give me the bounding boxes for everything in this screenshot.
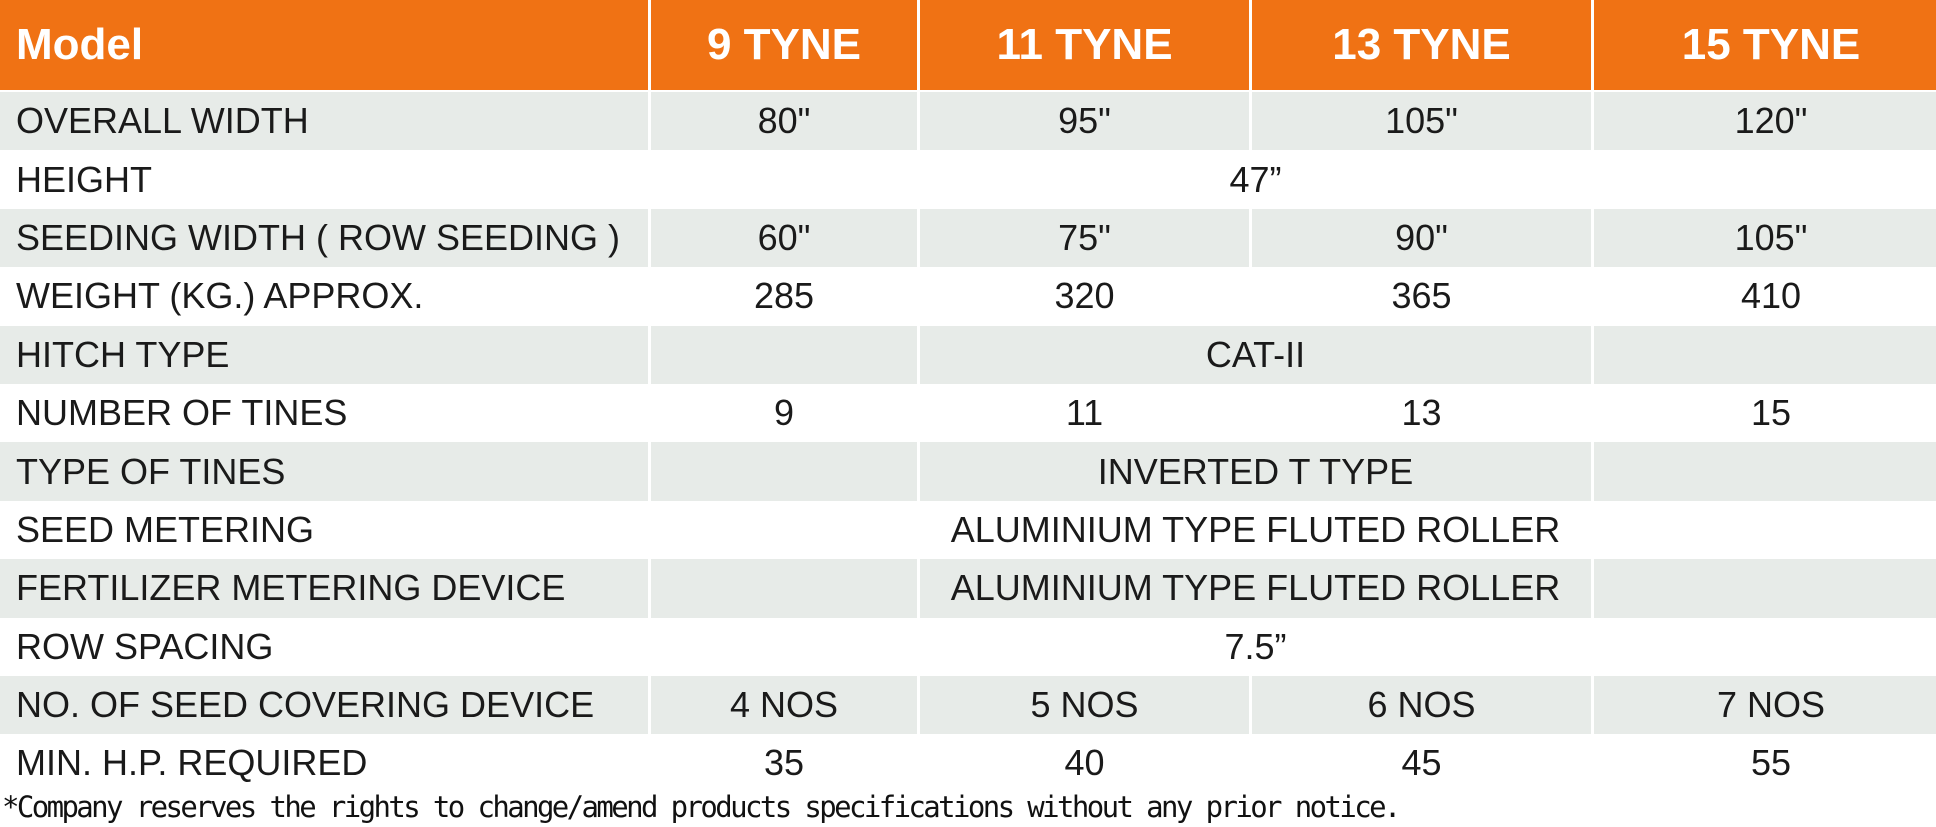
cell: 6 NOS (1252, 675, 1591, 735)
header-cell: Model (0, 0, 648, 92)
cell: 105" (1594, 208, 1936, 268)
table-row: HITCH TYPE CAT-II (0, 325, 1936, 384)
row-label: NO. OF SEED COVERING DEVICE (0, 675, 648, 735)
header-cell: 15 TYNE (1594, 0, 1936, 92)
empty-cell (1594, 442, 1936, 501)
table-row: NO. OF SEED COVERING DEVICE 4 NOS 5 NOS 6 N… (0, 675, 1936, 735)
row-label: NUMBER OF TINES (16, 392, 348, 434)
merged-cell: 47” (1229, 158, 1282, 200)
row-label: WEIGHT (KG.) APPROX. (16, 275, 424, 317)
row-label: MIN. H.P. REQUIRED (16, 742, 368, 784)
cell: 15 (1750, 392, 1792, 434)
merged-cell: ALUMINIUM TYPE FLUTED ROLLER (950, 508, 1561, 550)
empty-cell (651, 618, 917, 676)
table-row: FERTILIZER METERING DEVICE ALUMINIUM TYPE… (0, 559, 1936, 618)
empty-cell (1594, 501, 1936, 559)
cell: 120" (1594, 92, 1936, 151)
merged-cell: INVERTED T TYPE (920, 442, 1591, 501)
row-label: TYPE OF TINES (0, 442, 648, 501)
empty-cell (1594, 150, 1936, 208)
table-row: SEEDING WIDTH ( ROW SEEDING ) 60" 75" 90" 10… (0, 208, 1936, 268)
table-row: OVERALL WIDTH 80" 95" 105" 120" (0, 92, 1936, 151)
merged-cell: 7.5” (1224, 625, 1287, 667)
empty-cell (651, 501, 917, 559)
table-row: MIN. H.P. REQUIRED 35 40 45 55 (0, 734, 1936, 792)
empty-cell (1594, 325, 1936, 384)
cell: 5 NOS (920, 675, 1249, 735)
empty-cell (651, 559, 917, 618)
empty-cell (1594, 559, 1936, 618)
table-row: SEED METERING ALUMINIUM TYPE FLUTED ROLLE… (0, 501, 1936, 559)
header-cell: 11 TYNE (920, 0, 1249, 92)
row-label: ROW SPACING (16, 625, 274, 667)
table-row: HEIGHT 47” (0, 150, 1936, 208)
row-label: HITCH TYPE (0, 325, 648, 384)
table-row: ROW SPACING 7.5” (0, 618, 1936, 676)
cell: 320 (1054, 275, 1115, 317)
row-label: SEEDING WIDTH ( ROW SEEDING ) (0, 208, 648, 268)
cell: 410 (1740, 275, 1802, 317)
table-row: NUMBER OF TINES 9 11 13 15 (0, 384, 1936, 442)
row-label: FERTILIZER METERING DEVICE (0, 559, 648, 618)
cell: 11 (1065, 392, 1104, 434)
merged-cell: CAT-II (920, 325, 1591, 384)
cell: 80" (651, 92, 917, 151)
empty-cell (1594, 618, 1936, 676)
empty-cell (651, 150, 917, 208)
footnote: *Company reserves the rights to change/a… (2, 790, 1401, 824)
row-label: SEED METERING (16, 508, 315, 550)
cell: 95" (920, 92, 1249, 151)
cell: 285 (753, 275, 815, 317)
header-cell: 13 TYNE (1252, 0, 1591, 92)
cell: 45 (1401, 742, 1442, 784)
cell: 7 NOS (1594, 675, 1936, 735)
cell: 4 NOS (651, 675, 917, 735)
cell: 365 (1391, 275, 1452, 317)
table-body: OVERALL WIDTH 80" 95" 105" 120" HEIGHT 47” SEED… (0, 92, 1936, 793)
spec-table: Model 9 TYNE 11 TYNE 13 TYNE 15 TYNE OVERALL… (0, 0, 1936, 793)
table-row: TYPE OF TINES INVERTED T TYPE (0, 442, 1936, 501)
cell: 13 (1401, 392, 1442, 434)
cell: 75" (920, 208, 1249, 268)
cell: 35 (763, 742, 805, 784)
row-label: OVERALL WIDTH (0, 92, 648, 151)
cell: 9 (773, 392, 795, 434)
table-row: WEIGHT (KG.) APPROX. 285 320 365 410 (0, 267, 1936, 325)
empty-cell (651, 442, 917, 501)
cell: 55 (1750, 742, 1792, 784)
header-cell: 9 TYNE (651, 0, 917, 92)
cell: 105" (1252, 92, 1591, 151)
header-row: Model 9 TYNE 11 TYNE 13 TYNE 15 TYNE (0, 0, 1936, 92)
merged-cell: ALUMINIUM TYPE FLUTED ROLLER (920, 559, 1591, 618)
row-label: HEIGHT (16, 158, 153, 200)
cell: 60" (651, 208, 917, 268)
cell: 40 (1064, 742, 1105, 784)
empty-cell (651, 325, 917, 384)
cell: 90" (1252, 208, 1591, 268)
